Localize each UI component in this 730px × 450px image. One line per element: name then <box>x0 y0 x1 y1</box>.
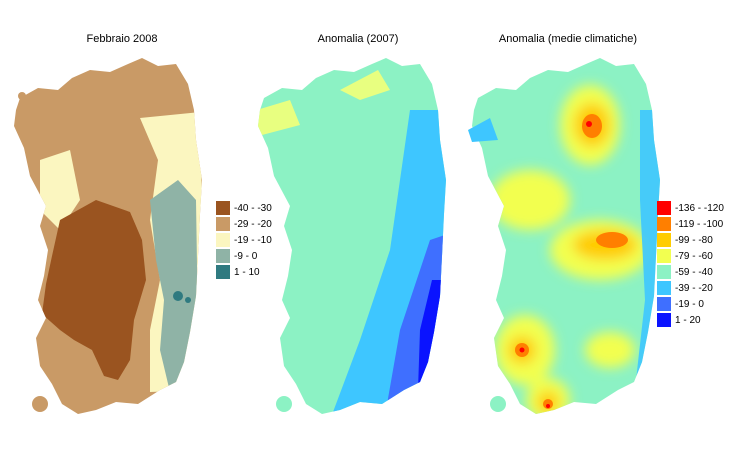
legend-item: -119 - -100 <box>657 216 724 232</box>
legend-swatch <box>216 249 230 263</box>
panel-title-anomalia-climatiche: Anomalia (medie climatiche) <box>498 33 638 45</box>
legend-item: 1 - 20 <box>657 312 724 328</box>
legend-label: -9 - 0 <box>234 250 258 262</box>
legend-item: -9 - 0 <box>216 248 272 264</box>
legend-swatch <box>657 249 671 263</box>
island-sant-antioco-2 <box>276 396 292 412</box>
legend-swatch <box>657 217 671 231</box>
legend-label: -39 - -20 <box>675 282 713 294</box>
island-sant-antioco <box>32 396 48 412</box>
legend-swatch <box>657 297 671 311</box>
zone-minus79-minus60-se <box>585 332 635 368</box>
zone-minus136-minus120-south <box>546 404 550 408</box>
band-yellow-north <box>258 100 300 135</box>
legend-item: -29 - -20 <box>216 216 272 232</box>
legend-label: -119 - -100 <box>675 218 724 230</box>
legend-swatch <box>657 265 671 279</box>
region-minus9-0 <box>150 180 198 392</box>
legend-swatch <box>216 217 230 231</box>
legend-item: -59 - -40 <box>657 264 724 280</box>
legend-swatch <box>216 265 230 279</box>
legend-item: -99 - -80 <box>657 232 724 248</box>
legend-label: 1 - 20 <box>675 314 701 326</box>
legend-label: -136 - -120 <box>675 202 724 214</box>
band-yellow-ne <box>340 70 390 100</box>
island-sant-antioco-3 <box>490 396 506 412</box>
map-anomalia-climatiche <box>468 58 660 414</box>
legend-swatch <box>657 233 671 247</box>
zone-minus136-minus120-sw <box>519 347 525 353</box>
legend-label: -29 - -20 <box>234 218 272 230</box>
map-anomalia-2007 <box>258 58 446 414</box>
legend-label: -99 - -80 <box>675 234 713 246</box>
island-asinara <box>18 92 26 100</box>
region-1-10 <box>173 291 183 301</box>
zone-minus79-minus60-nw <box>490 170 570 230</box>
legend-item: -19 - -10 <box>216 232 272 248</box>
legend-febbraio: -40 - -30 -29 - -20 -19 - -10 -9 - 0 1 -… <box>216 200 272 280</box>
legend-anomalia-climatiche: -136 - -120 -119 - -100 -99 - -80 -79 - … <box>657 200 724 328</box>
legend-label: 1 - 10 <box>234 266 260 278</box>
legend-label: -40 - -30 <box>234 202 272 214</box>
legend-swatch <box>216 201 230 215</box>
legend-item: -79 - -60 <box>657 248 724 264</box>
legend-label: -59 - -40 <box>675 266 713 278</box>
legend-swatch <box>216 233 230 247</box>
legend-label: -19 - -10 <box>234 234 272 246</box>
region-minus19-minus10-west <box>40 150 80 230</box>
legend-item: -39 - -20 <box>657 280 724 296</box>
legend-label: -19 - 0 <box>675 298 704 310</box>
region-1-10-b <box>185 297 191 303</box>
legend-label: -79 - -60 <box>675 250 713 262</box>
legend-item: -40 - -30 <box>216 200 272 216</box>
zone-minus39-minus20-nw <box>468 118 498 142</box>
panel-title-febbraio: Febbraio 2008 <box>86 33 158 45</box>
legend-swatch <box>657 281 671 295</box>
legend-swatch <box>657 201 671 215</box>
zone-minus136-minus120-north <box>586 121 592 127</box>
legend-item: -19 - 0 <box>657 296 724 312</box>
legend-item: -136 - -120 <box>657 200 724 216</box>
map-febbraio-2008 <box>14 58 202 414</box>
zone-minus119-minus100-center <box>596 232 628 248</box>
legend-item: 1 - 10 <box>216 264 272 280</box>
zone-minus119-minus100-north <box>582 114 602 138</box>
legend-swatch <box>657 313 671 327</box>
region-minus40-minus30 <box>42 200 146 380</box>
panel-title-anomalia-2007: Anomalia (2007) <box>317 33 399 45</box>
